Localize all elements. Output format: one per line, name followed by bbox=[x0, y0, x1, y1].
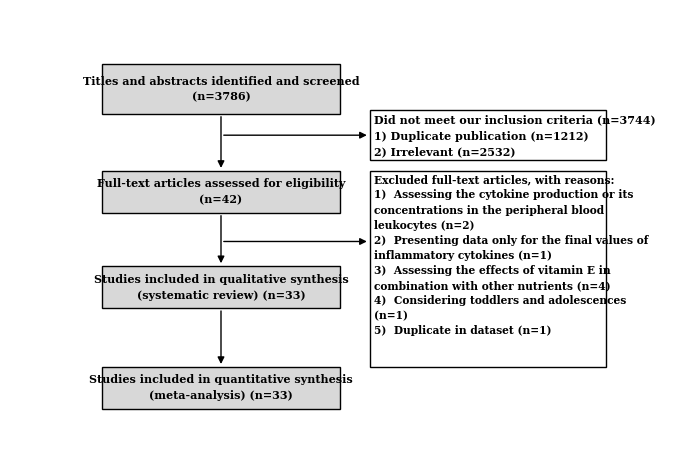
Text: Excluded full-text articles, with reasons:
1)  Assessing the cytokine production: Excluded full-text articles, with reason… bbox=[374, 174, 648, 336]
Bar bbox=[101, 367, 340, 409]
Bar bbox=[370, 171, 606, 367]
Bar bbox=[101, 266, 340, 308]
Text: Studies included in quantitative synthesis
(meta-analysis) (n=33): Studies included in quantitative synthes… bbox=[89, 375, 353, 401]
Text: Titles and abstracts identified and screened
(n=3786): Titles and abstracts identified and scre… bbox=[83, 76, 360, 103]
Bar bbox=[101, 171, 340, 213]
Text: Studies included in qualitative synthesis
(systematic review) (n=33): Studies included in qualitative synthesi… bbox=[94, 274, 349, 300]
Text: Full-text articles assessed for eligibility
(n=42): Full-text articles assessed for eligibil… bbox=[97, 178, 345, 205]
Bar bbox=[101, 64, 340, 114]
Text: Did not meet our inclusion criteria (n=3744)
1) Duplicate publication (n=1212)
2: Did not meet our inclusion criteria (n=3… bbox=[374, 115, 656, 158]
Bar bbox=[370, 110, 606, 160]
